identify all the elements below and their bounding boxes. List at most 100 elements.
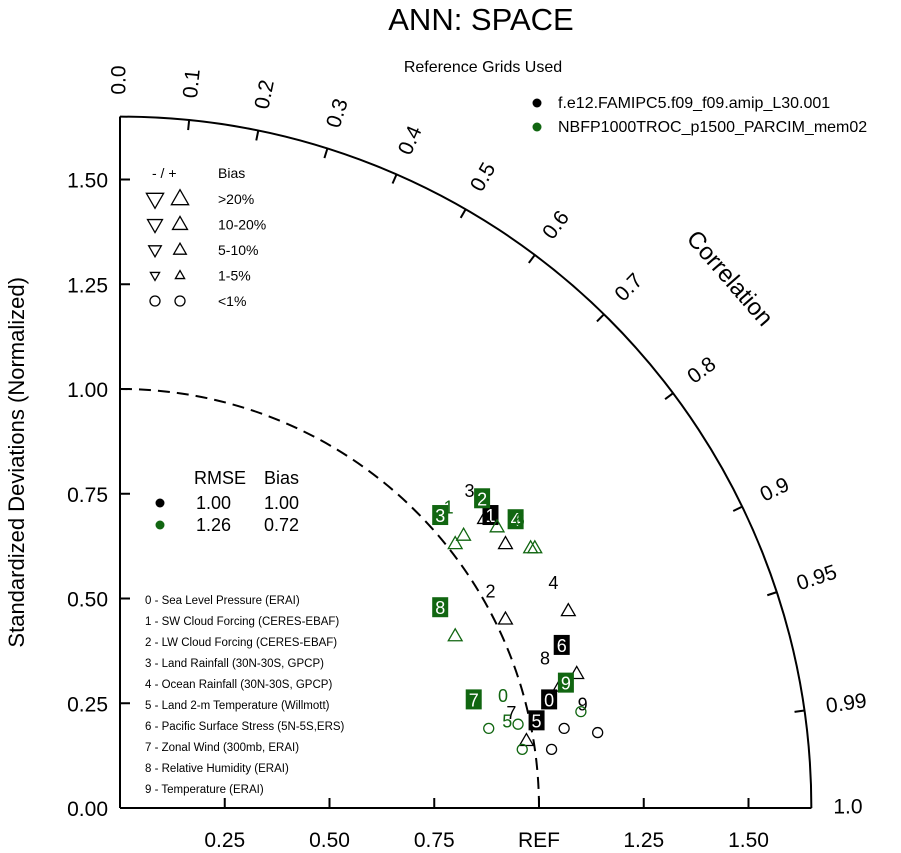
correlation-tick-mark xyxy=(459,208,467,219)
correlation-tick-mark xyxy=(596,313,605,323)
stats-legend-rmse-value: 1.00 xyxy=(196,493,231,513)
data-label: 7 xyxy=(469,690,479,710)
data-label: 8 xyxy=(435,598,445,618)
data-label: 6 xyxy=(557,636,567,656)
data-point xyxy=(455,526,472,541)
chart-title: ANN: SPACE xyxy=(388,2,573,37)
variable-legend-item: 0 - Sea Level Pressure (ERAI) xyxy=(145,595,300,607)
data-label: 5 xyxy=(532,711,542,731)
data-label: 8 xyxy=(540,648,550,668)
data-label: 6 xyxy=(515,510,525,530)
correlation-tick-mark xyxy=(391,173,398,184)
data-point xyxy=(497,535,514,550)
stats-legend-rmse-header: RMSE xyxy=(194,468,246,488)
bias-legend-down-marker xyxy=(149,271,161,282)
data-label: 2 xyxy=(485,581,495,601)
chart-subtitle: Reference Grids Used xyxy=(404,59,562,76)
x-tick-label: 0.50 xyxy=(309,829,350,852)
variable-legend-item: 6 - Pacific Surface Stress (5N-5S,ERS) xyxy=(145,721,345,733)
data-point xyxy=(447,535,464,550)
legend-series-marker xyxy=(532,122,542,132)
bias-legend-up-marker xyxy=(170,188,190,206)
correlation-tick-mark xyxy=(766,591,778,597)
correlation-tick-label: 0.4 xyxy=(394,122,427,158)
correlation-tick-label: 0.0 xyxy=(108,65,131,94)
data-label-box xyxy=(557,672,574,693)
data-label: 0 xyxy=(498,686,508,706)
data-label-box xyxy=(432,597,449,618)
data-label: 4 xyxy=(511,510,521,530)
x-tick-label: 0.75 xyxy=(414,829,455,852)
bias-legend-label: >20% xyxy=(218,191,254,207)
correlation-tick-mark xyxy=(664,392,674,400)
y-tick-label: 1.50 xyxy=(67,170,108,193)
ref-label: REF xyxy=(518,829,560,852)
stats-legend-marker xyxy=(155,498,165,508)
correlation-tick-label: 0.5 xyxy=(466,159,501,196)
data-point xyxy=(483,722,495,735)
data-point xyxy=(575,705,587,718)
data-label-box xyxy=(465,689,482,710)
correlation-tick-label: 0.9 xyxy=(757,473,793,506)
variable-legend-item: 8 - Relative Humidity (ERAI) xyxy=(145,763,289,775)
bias-legend-sign-header: - / + xyxy=(152,165,177,181)
correlation-tick-label: 0.6 xyxy=(538,206,574,243)
correlation-tick-mark xyxy=(732,505,743,512)
correlation-tick-label: 1.0 xyxy=(833,796,862,819)
y-tick-label: 0.25 xyxy=(67,693,108,716)
correlation-axis-label: Correlation xyxy=(681,225,778,331)
bias-legend-down-marker xyxy=(145,192,165,210)
correlation-tick-label: 0.8 xyxy=(683,353,720,389)
data-label-box xyxy=(482,505,499,526)
correlation-arc xyxy=(119,115,813,809)
data-point xyxy=(545,743,558,755)
data-point xyxy=(558,722,570,735)
data-label: 1 xyxy=(444,498,454,518)
correlation-tick-label: 0.1 xyxy=(179,68,205,99)
data-point xyxy=(516,743,528,755)
legend-series-marker xyxy=(532,98,542,108)
bias-legend-circle-marker xyxy=(149,295,161,307)
y-tick-label: 1.25 xyxy=(67,274,108,297)
legend-series-name: NBFP1000TROC_p1500_PARCIM_mem02 xyxy=(558,119,867,136)
data-point xyxy=(512,718,524,730)
variable-legend-item: 5 - Land 2-m Temperature (Willmott) xyxy=(145,700,330,712)
data-label: 9 xyxy=(578,695,588,715)
stats-legend-bias-value: 0.72 xyxy=(264,515,299,535)
bias-legend-down-marker xyxy=(146,218,164,234)
stats-legend-marker xyxy=(155,520,165,530)
x-tick-label: 0.25 xyxy=(204,829,245,852)
y-axis-label: Standardized Deviations (Normalized) xyxy=(4,277,29,648)
correlation-tick-mark xyxy=(187,120,191,131)
bias-legend-circle-marker xyxy=(174,295,186,307)
data-label: 4 xyxy=(548,573,558,593)
data-label-box xyxy=(507,509,524,530)
correlation-tick-mark xyxy=(255,130,260,141)
correlation-tick-mark xyxy=(794,709,805,713)
stats-legend-rmse-value: 1.26 xyxy=(196,515,231,535)
variable-legend-item: 1 - SW Cloud Forcing (CERES-EBAF) xyxy=(145,616,339,628)
correlation-tick-label: 0.95 xyxy=(794,561,840,596)
data-label: 9 xyxy=(561,674,571,694)
stats-legend-bias-value: 1.00 xyxy=(264,493,299,513)
bias-legend-up-marker xyxy=(171,215,189,231)
bias-legend-up-marker xyxy=(174,269,186,280)
data-point xyxy=(526,539,543,554)
data-point xyxy=(489,518,506,533)
y-tick-label: 0.50 xyxy=(67,589,108,612)
data-point xyxy=(476,510,493,525)
data-point xyxy=(497,610,514,625)
x-tick-label: 1.25 xyxy=(623,829,664,852)
data-label: 2 xyxy=(477,489,487,509)
variable-legend-item: 3 - Land Rainfall (30N-30S, GPCP) xyxy=(145,658,324,670)
data-label: 3 xyxy=(435,506,445,526)
correlation-tick-mark xyxy=(528,254,536,264)
data-point xyxy=(568,665,585,680)
data-label-box xyxy=(541,689,558,710)
bias-legend-up-marker xyxy=(172,241,188,255)
data-point xyxy=(518,732,535,747)
